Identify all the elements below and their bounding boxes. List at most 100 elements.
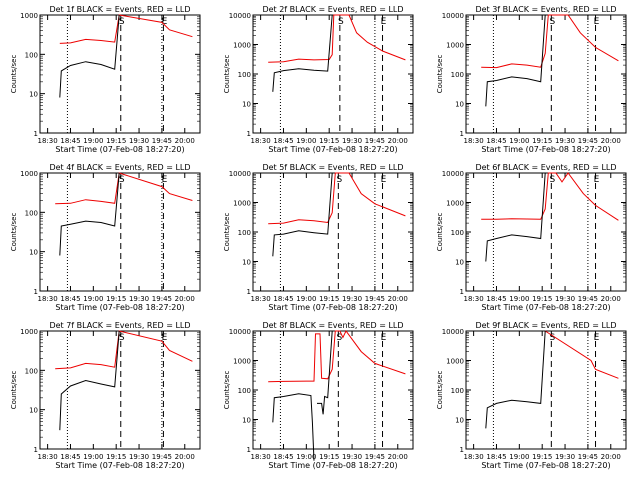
x-tick-label: 19:00 (83, 453, 103, 461)
y-axis-label: Counts/sec (436, 55, 444, 94)
x-tick-label: 20:00 (388, 295, 408, 303)
x-tick-label: 19:00 (83, 295, 103, 303)
y-tick-label: 100 (451, 229, 464, 237)
panel-det-4f: Det 4f BLACK = Events, RED = LLD 1 10 100 10… (10, 163, 201, 312)
series-line-black (272, 14, 333, 92)
x-tick-label: 19:00 (296, 295, 316, 303)
x-tick-label: 19:15 (106, 453, 126, 461)
series-line-red (55, 330, 193, 370)
y-axis-label: Counts/sec (223, 213, 231, 252)
x-tick-label: 18:30 (464, 295, 484, 303)
chart-title: Det 8f BLACK = Events, RED = LLD (262, 321, 403, 330)
x-tick-label: 19:15 (319, 295, 339, 303)
x-tick-label: 18:30 (38, 453, 58, 461)
x-tick-label: 19:45 (152, 137, 172, 145)
y-tick-label: 10000 (442, 170, 464, 178)
marker-label-S: S (549, 17, 555, 27)
series-line-black (485, 172, 546, 262)
plot-frame (252, 172, 414, 292)
y-tick-label: 1 (460, 130, 464, 138)
series-line-red (268, 330, 406, 383)
series-line-black (59, 14, 120, 98)
x-tick-label: 19:30 (129, 295, 149, 303)
y-tick-label: 1 (34, 446, 38, 454)
x-tick-label: 19:30 (555, 295, 575, 303)
x-tick-label: 20:00 (388, 137, 408, 145)
x-axis-label: Start Time (07-Feb-08 18:27:20) (268, 145, 397, 154)
x-tick-label: 19:00 (83, 137, 103, 145)
y-tick-label: 1000 (20, 12, 38, 20)
x-tick-label: 19:45 (578, 295, 598, 303)
series-line-red (544, 330, 619, 379)
plot-frame (465, 172, 627, 292)
marker-label-E: E (162, 175, 168, 185)
panel-det-8f: Det 8f BLACK = Events, RED = LLD 1 10 100 10… (223, 321, 414, 470)
y-axis-label: Counts/sec (436, 371, 444, 410)
x-axis-label: Start Time (07-Feb-08 18:27:20) (55, 461, 184, 470)
x-tick-label: 19:45 (365, 137, 385, 145)
x-tick-label: 18:45 (60, 137, 80, 145)
x-tick-label: 19:45 (365, 295, 385, 303)
y-tick-label: 10 (242, 101, 251, 109)
series-line-red (268, 172, 406, 225)
x-axis-label: Start Time (07-Feb-08 18:27:20) (268, 461, 397, 470)
chart-title: Det 1f BLACK = Events, RED = LLD (49, 5, 190, 14)
y-tick-label: 10 (455, 417, 464, 425)
chart-title: Det 5f BLACK = Events, RED = LLD (262, 163, 403, 172)
x-tick-label: 19:15 (319, 453, 339, 461)
y-tick-label: 100 (238, 387, 251, 395)
x-tick-label: 19:30 (555, 453, 575, 461)
series-line-black (272, 172, 333, 257)
marker-label-S: S (119, 175, 125, 185)
chart-title: Det 6f BLACK = Events, RED = LLD (475, 163, 616, 172)
x-tick-label: 20:00 (601, 295, 621, 303)
marker-label-S: S (549, 175, 555, 185)
y-tick-label: 1 (247, 130, 251, 138)
y-tick-label: 1000 (446, 200, 464, 208)
x-axis-label: Start Time (07-Feb-08 18:27:20) (268, 303, 397, 312)
series-line-black (59, 172, 120, 256)
marker-label-S: S (336, 333, 342, 343)
y-tick-label: 10000 (442, 12, 464, 20)
x-tick-label: 19:30 (342, 137, 362, 145)
marker-label-E: E (594, 333, 600, 343)
y-tick-label: 1 (247, 446, 251, 454)
marker-label-S: S (119, 333, 125, 343)
x-tick-label: 18:45 (273, 453, 293, 461)
panel-det-2f: Det 2f BLACK = Events, RED = LLD 1 10 100 10… (223, 5, 414, 154)
y-tick-label: 10000 (229, 170, 251, 178)
series-line-black (485, 14, 546, 107)
marker-label-E: E (381, 333, 387, 343)
panel-det-7f: Det 7f BLACK = Events, RED = LLD 1 10 100 10… (10, 321, 201, 470)
plot-frame (39, 14, 201, 134)
x-tick-label: 19:00 (509, 137, 529, 145)
x-tick-label: 19:15 (319, 137, 339, 145)
x-tick-label: 20:00 (601, 453, 621, 461)
x-tick-label: 19:00 (296, 453, 316, 461)
y-tick-label: 1000 (233, 358, 251, 366)
y-tick-label: 1 (460, 446, 464, 454)
y-tick-label: 1 (247, 288, 251, 296)
series-line-red (55, 172, 193, 205)
x-tick-label: 18:30 (38, 295, 58, 303)
plot-frame (465, 330, 627, 450)
x-tick-label: 19:15 (532, 295, 552, 303)
x-tick-label: 18:45 (486, 453, 506, 461)
x-tick-label: 20:00 (175, 137, 195, 145)
chart-title: Det 3f BLACK = Events, RED = LLD (475, 5, 616, 14)
panel-det-1f: Det 1f BLACK = Events, RED = LLD 1 10 100 10… (10, 5, 201, 154)
y-tick-label: 1 (34, 288, 38, 296)
marker-label-E: E (594, 17, 600, 27)
marker-label-S: S (119, 17, 125, 27)
x-tick-label: 19:30 (129, 137, 149, 145)
panel-det-5f: Det 5f BLACK = Events, RED = LLD 1 10 100 10… (223, 163, 414, 312)
y-tick-label: 100 (451, 71, 464, 79)
y-tick-label: 100 (25, 209, 38, 217)
x-tick-label: 18:30 (464, 137, 484, 145)
x-tick-label: 20:00 (388, 453, 408, 461)
marker-label-S: S (336, 175, 342, 185)
y-tick-label: 1 (34, 130, 38, 138)
y-axis-label: Counts/sec (223, 371, 231, 410)
marker-label-S: S (338, 17, 344, 27)
